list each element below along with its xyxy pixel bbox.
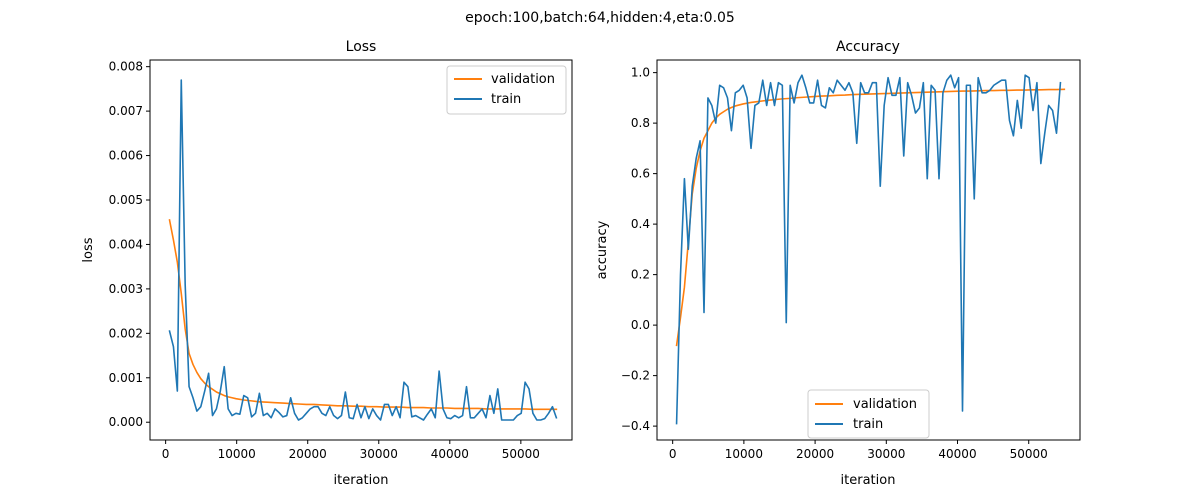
accuracy-x-ticks: 0 10000 20000 30000 40000 50000 — [669, 440, 1048, 461]
accuracy-y-tick-label: 0.0 — [631, 318, 650, 332]
accuracy-y-tick-label: 0.4 — [631, 217, 650, 231]
loss-y-tick-label: 0.002 — [109, 326, 143, 340]
loss-y-tick-label: 0.005 — [109, 193, 143, 207]
loss-y-tick-label: 0.007 — [109, 104, 143, 118]
loss-x-ticks: 0 10000 20000 30000 40000 50000 — [162, 440, 540, 461]
loss-y-tick-label: 0.006 — [109, 149, 143, 163]
accuracy-series-train — [675, 74, 1062, 425]
accuracy-y-tick-label: 0.8 — [631, 116, 650, 130]
accuracy-y-ticks: −0.4 −0.2 0.0 0.2 0.4 0.6 0.8 1.0 — [621, 66, 657, 433]
loss-y-tick-label: 0.004 — [109, 237, 143, 251]
loss-x-tick-label: 30000 — [360, 447, 398, 461]
accuracy-legend-box — [807, 389, 930, 439]
loss-y-tick-label: 0.008 — [109, 60, 143, 74]
loss-y-tick-label: 0.001 — [109, 371, 143, 385]
loss-x-tick-label: 40000 — [431, 447, 469, 461]
accuracy-y-label: accuracy — [595, 220, 610, 279]
loss-axes-frame — [149, 59, 573, 441]
accuracy-x-tick-label: 20000 — [796, 447, 834, 461]
accuracy-axes-frame — [656, 59, 1081, 441]
accuracy-y-tick-label: −0.4 — [621, 419, 650, 433]
accuracy-plot-area — [675, 74, 1066, 425]
accuracy-chart-title: Accuracy — [836, 39, 900, 55]
accuracy-legend: validation train — [807, 389, 930, 439]
accuracy-legend-train-label: train — [853, 417, 883, 432]
loss-x-tick-label: 10000 — [218, 447, 256, 461]
loss-chart-title: Loss — [346, 39, 377, 55]
loss-x-label: iteration — [334, 473, 389, 488]
accuracy-x-tick-label: 50000 — [1010, 447, 1048, 461]
loss-y-label: loss — [81, 237, 96, 262]
accuracy-y-tick-label: −0.2 — [621, 369, 650, 383]
loss-legend-validation-label: validation — [491, 72, 555, 87]
loss-plot-area — [168, 79, 558, 421]
loss-x-tick-label: 20000 — [289, 447, 327, 461]
loss-legend: validation train — [446, 65, 567, 115]
loss-series-train — [168, 79, 558, 421]
accuracy-legend-validation-label: validation — [853, 397, 917, 412]
accuracy-x-tick-label: 0 — [669, 447, 677, 461]
loss-legend-train-label: train — [491, 92, 521, 107]
accuracy-y-tick-label: 0.2 — [631, 268, 650, 282]
accuracy-x-tick-label: 10000 — [725, 447, 763, 461]
loss-y-tick-label: 0.000 — [109, 415, 143, 429]
loss-x-tick-label: 50000 — [502, 447, 540, 461]
accuracy-x-label: iteration — [841, 473, 896, 488]
loss-chart: Loss 0 10000 20000 30000 40000 50000 0.0000.0… — [81, 39, 573, 488]
loss-series-validation — [168, 219, 558, 411]
accuracy-x-tick-label: 30000 — [867, 447, 905, 461]
accuracy-chart: Accuracy 0 10000 20000 30000 40000 50000 −0.4… — [595, 39, 1081, 488]
accuracy-x-tick-label: 40000 — [938, 447, 976, 461]
accuracy-y-tick-label: 0.6 — [631, 167, 650, 181]
loss-y-tick-label: 0.003 — [109, 282, 143, 296]
loss-y-ticks: 0.000 0.001 0.002 0.003 0.004 0.005 0.006 0.007… — [109, 60, 150, 429]
figure-suptitle: epoch:100,batch:64,hidden:4,eta:0.05 — [465, 10, 735, 26]
accuracy-y-tick-label: 1.0 — [631, 66, 650, 80]
loss-x-tick-label: 0 — [162, 447, 170, 461]
